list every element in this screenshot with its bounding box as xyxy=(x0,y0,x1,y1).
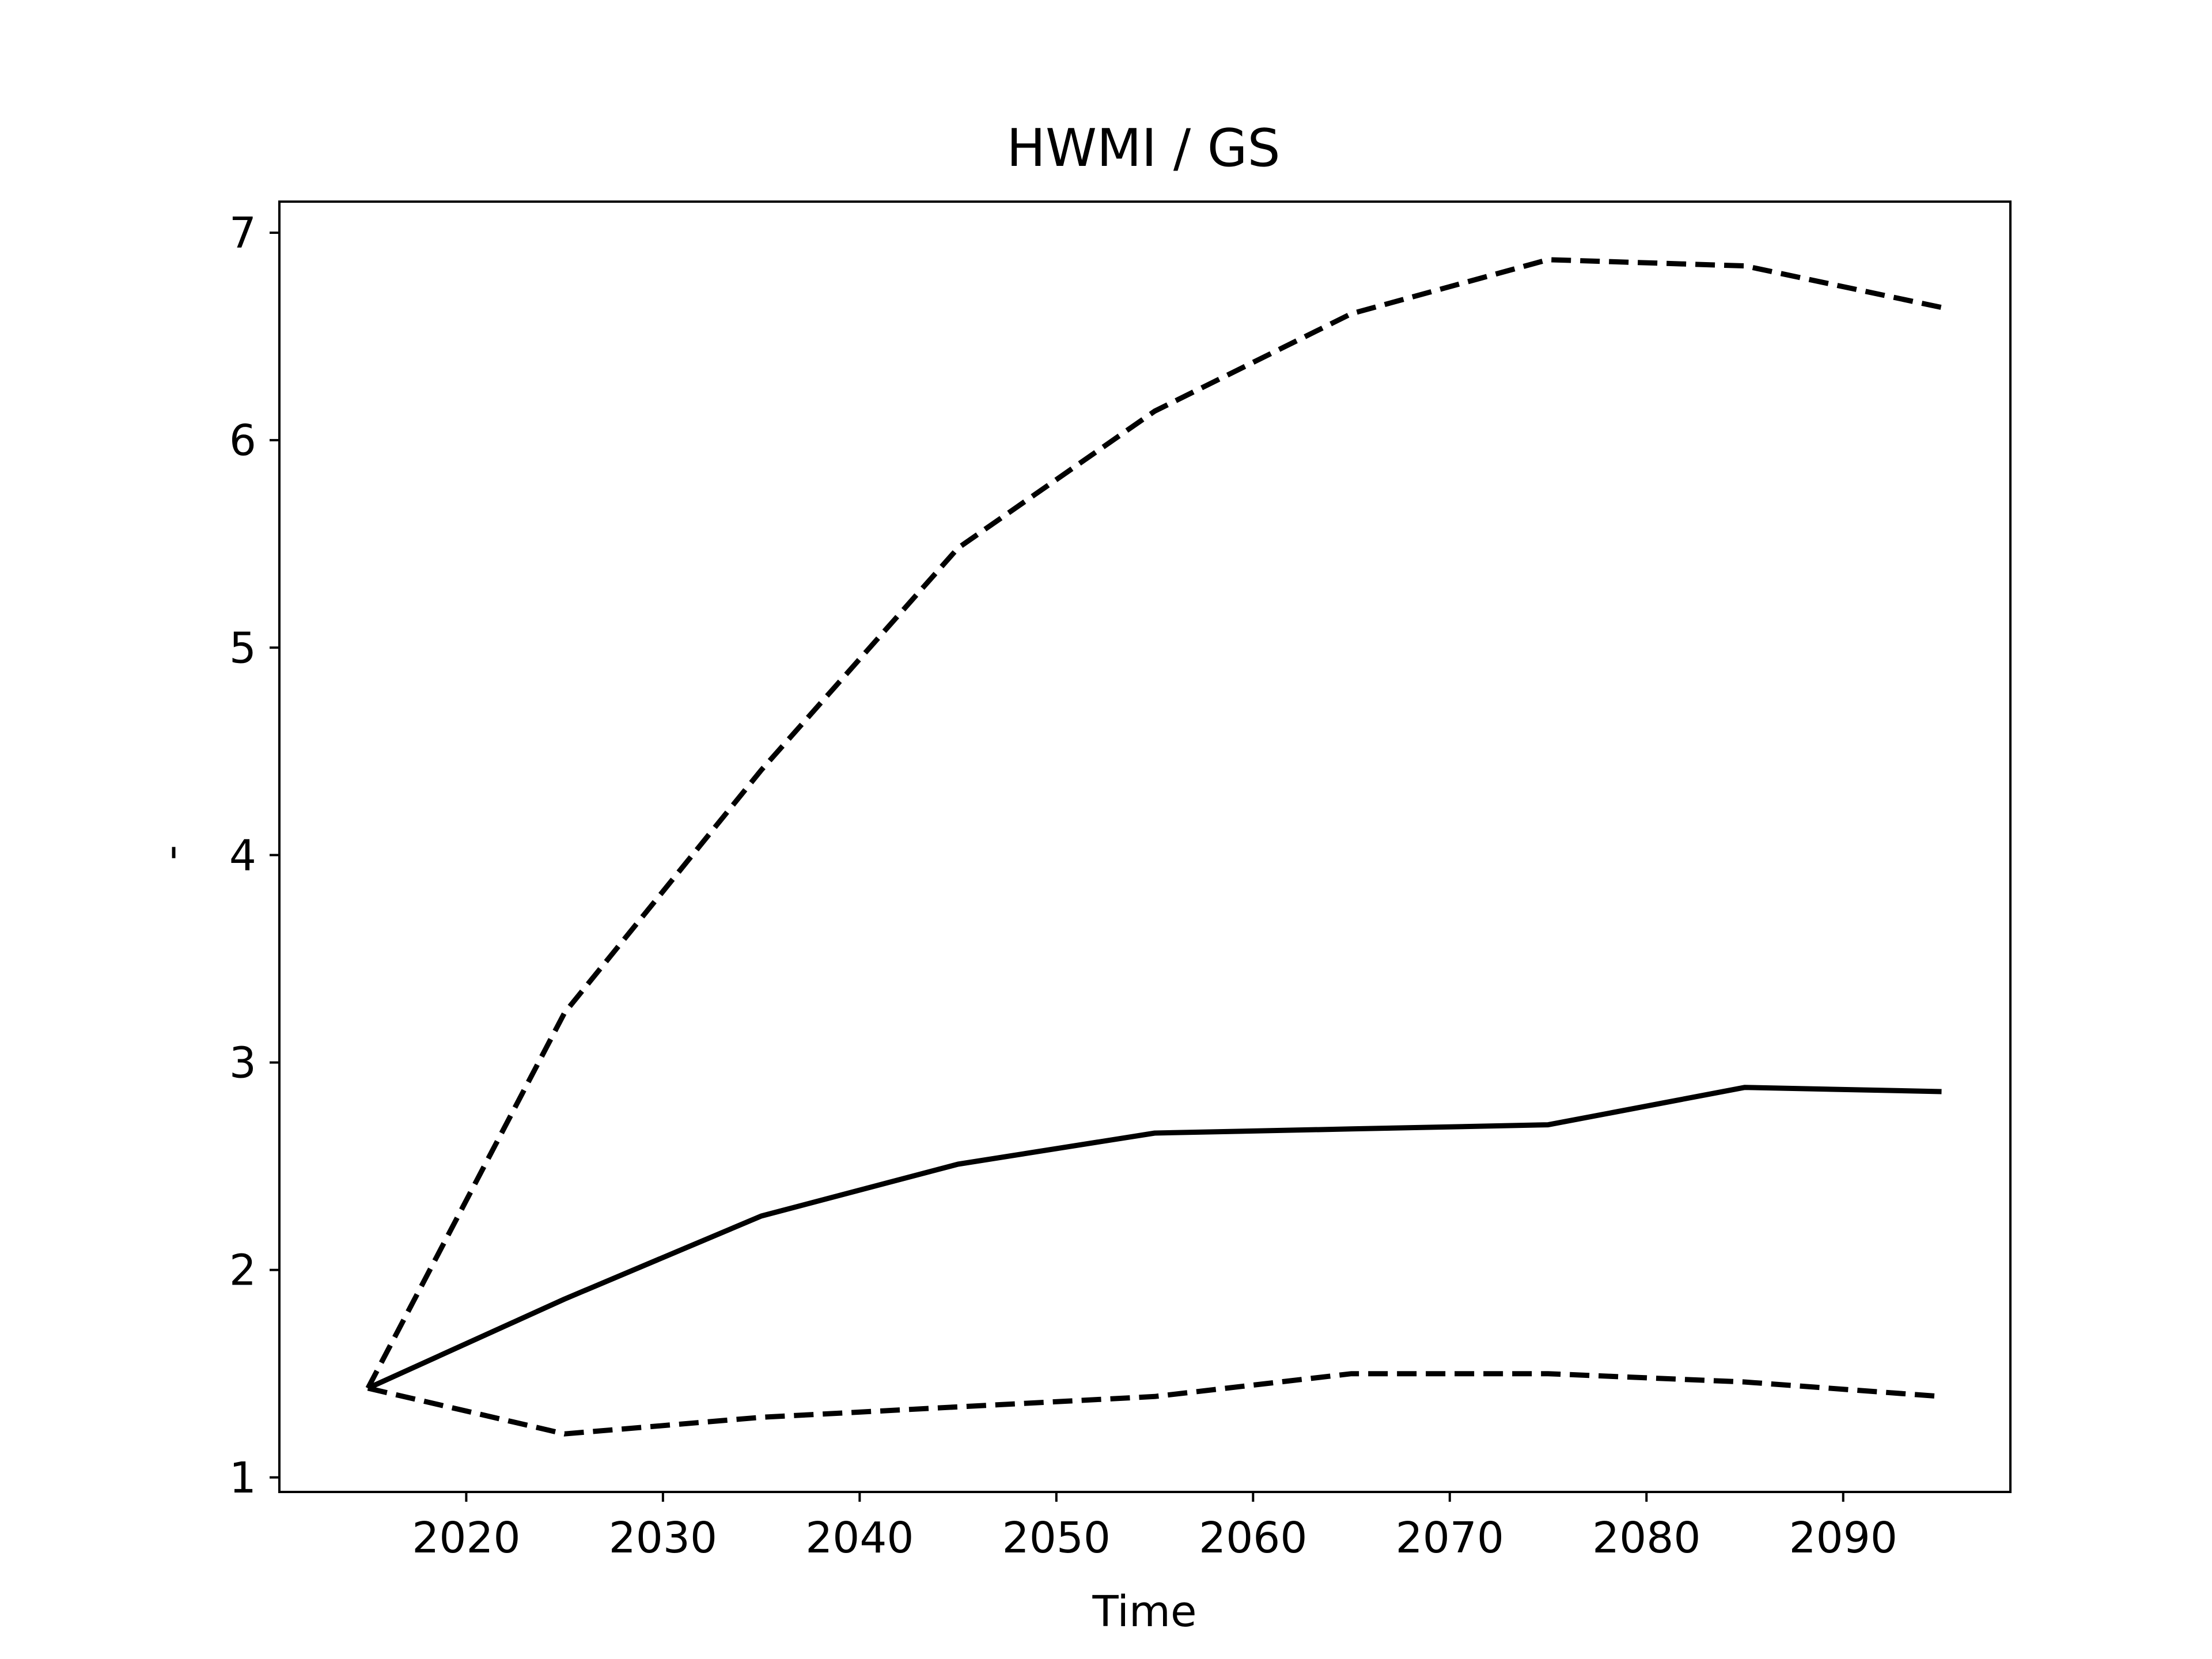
x-tick-label-2070: 2070 xyxy=(1396,1513,1504,1563)
plot-frame xyxy=(278,200,2012,1493)
x-axis-label: Time xyxy=(1092,1587,1196,1637)
x-tick-label-2040: 2040 xyxy=(805,1513,914,1563)
series-line-3 xyxy=(367,1371,1942,1437)
x-axis-ticks: 2020 2030 2040 2050 2060 2070 2080 2090 xyxy=(412,1492,1897,1563)
x-tick-label-2050: 2050 xyxy=(1002,1513,1111,1563)
x-tick-label-2060: 2060 xyxy=(1199,1513,1307,1563)
x-tick-label-2080: 2080 xyxy=(1592,1513,1700,1563)
y-axis-label: - xyxy=(146,845,196,861)
y-axis-ticks: 1 2 3 4 5 6 7 xyxy=(229,209,279,1503)
y-tick-label-4: 4 xyxy=(229,831,256,880)
x-tick-label-2020: 2020 xyxy=(412,1513,520,1563)
y-tick-label-1: 1 xyxy=(229,1453,256,1503)
y-tick-label-6: 6 xyxy=(229,416,256,465)
y-tick-label-3: 3 xyxy=(229,1039,256,1088)
y-tick-label-2: 2 xyxy=(229,1246,256,1296)
series-line-2 xyxy=(365,257,1942,1389)
series-line-1 xyxy=(366,1085,1942,1391)
y-tick-label-7: 7 xyxy=(229,209,256,258)
x-tick-label-2030: 2030 xyxy=(609,1513,717,1563)
x-tick-label-2090: 2090 xyxy=(1789,1513,1897,1563)
chart-title: HWMI / GS xyxy=(1006,118,1280,179)
series-layer xyxy=(365,257,1942,1437)
y-tick-label-5: 5 xyxy=(229,623,256,673)
